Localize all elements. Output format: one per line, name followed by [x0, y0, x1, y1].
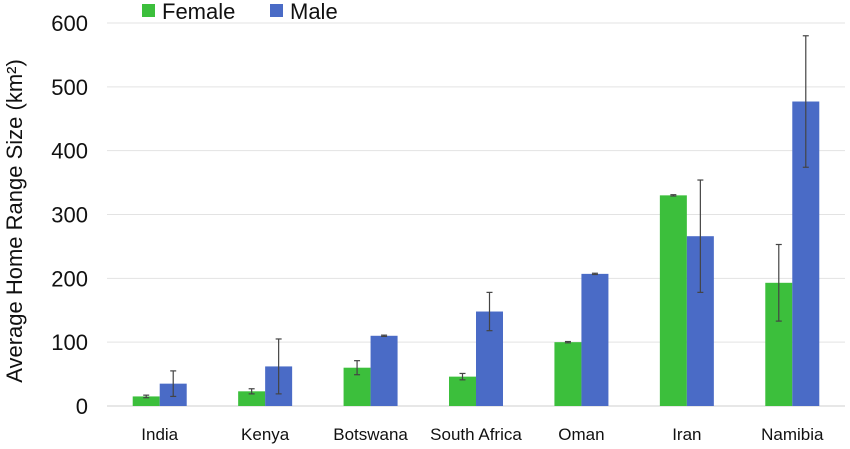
bar-male — [370, 335, 398, 406]
y-axis-label: Average Home Range Size (km²) — [2, 59, 27, 383]
x-category-label: Oman — [558, 425, 604, 444]
legend-swatch-female — [142, 4, 155, 17]
y-tick-label: 200 — [51, 266, 88, 291]
x-axis-categories: India Kenya Botswana South Africa Oman Iran Na… — [141, 425, 824, 444]
y-axis-ticks: 0 100 200 300 400 500 600 — [51, 11, 88, 419]
y-tick-label: 400 — [51, 139, 88, 164]
y-tick-label: 0 — [76, 394, 88, 419]
y-tick-label: 500 — [51, 75, 88, 100]
legend-label-male: Male — [290, 0, 338, 24]
bar-female — [238, 391, 266, 406]
x-category-label: South Africa — [430, 425, 522, 444]
y-tick-label: 600 — [51, 11, 88, 36]
legend-swatch-male — [270, 4, 283, 17]
x-category-label: Iran — [672, 425, 701, 444]
y-tick-label: 100 — [51, 330, 88, 355]
bar-female — [659, 195, 687, 406]
y-tick-label: 300 — [51, 203, 88, 228]
bar-female — [449, 376, 476, 406]
gridlines — [107, 22, 845, 407]
bar-female — [554, 342, 582, 406]
legend-label-female: Female — [162, 0, 235, 24]
legend: Female Male — [142, 0, 338, 24]
x-category-label: Namibia — [761, 425, 824, 444]
x-category-label: Botswana — [333, 425, 408, 444]
x-category-label: India — [141, 425, 178, 444]
bar-male — [581, 273, 609, 406]
error-bars — [143, 35, 809, 399]
bar-female — [132, 396, 160, 406]
bars — [132, 101, 820, 406]
x-category-label: Kenya — [241, 425, 290, 444]
